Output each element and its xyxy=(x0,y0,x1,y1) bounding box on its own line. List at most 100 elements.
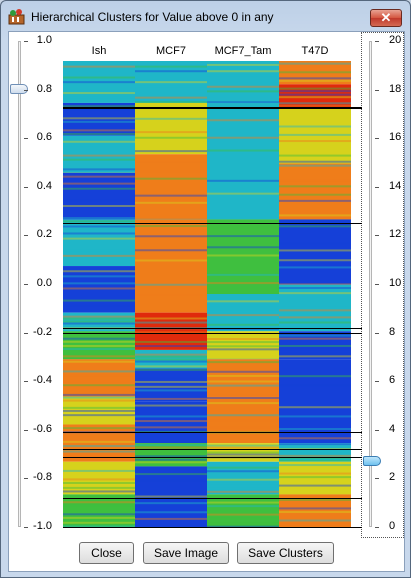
heatmap-band xyxy=(135,443,207,467)
heatmap-streak xyxy=(63,232,135,235)
heatmap-streak xyxy=(207,345,279,348)
heatmap-streak xyxy=(207,370,279,373)
cluster-count-tick-mark xyxy=(375,235,379,237)
heatmap-streak xyxy=(63,237,135,240)
heatmap-band xyxy=(135,349,207,369)
heatmap-streak xyxy=(207,63,279,66)
cluster-count-tick-mark xyxy=(375,381,379,383)
heatmap-streak xyxy=(207,304,279,307)
heatmap-streak xyxy=(135,426,207,429)
column-label-mcf7-tam: MCF7_Tam xyxy=(214,45,272,57)
heatmap-streak xyxy=(207,314,279,317)
heatmap-streak xyxy=(63,275,135,278)
close-window-button[interactable]: ✕ xyxy=(370,9,402,27)
heatmap-streak xyxy=(207,337,279,340)
heatmap-streak xyxy=(135,397,207,400)
cluster-boundary-line xyxy=(63,456,362,458)
heatmap-streak xyxy=(279,344,351,347)
heatmap-streak xyxy=(63,254,135,257)
heatmap-streak xyxy=(63,360,135,363)
heatmap-streak xyxy=(279,179,351,182)
close-button[interactable]: Close xyxy=(79,542,134,564)
heatmap-streak xyxy=(135,81,207,84)
heatmap-band xyxy=(63,396,135,425)
heatmap-streak xyxy=(207,458,279,461)
heatmap-streak xyxy=(135,112,207,115)
cluster-count-tick-label: 14 xyxy=(389,179,402,192)
heatmap-streak xyxy=(63,81,135,84)
cluster-count-tick-mark xyxy=(375,138,379,140)
heatmap-streak xyxy=(279,292,351,295)
heatmap-streak xyxy=(135,249,207,252)
heatmap-streak xyxy=(279,79,351,82)
heatmap-streak xyxy=(63,399,135,402)
heatmap-streak xyxy=(207,136,279,139)
threshold-slider-track[interactable] xyxy=(18,41,21,527)
column-label-mcf7: MCF7 xyxy=(156,45,186,57)
cluster-count-tick-mark xyxy=(375,429,379,431)
heatmap-streak xyxy=(279,498,351,501)
cluster-count-slider-track[interactable] xyxy=(369,41,372,527)
threshold-slider-thumb[interactable] xyxy=(10,84,28,94)
heatmap-streak xyxy=(279,443,351,446)
heatmap-streak xyxy=(63,469,135,472)
heatmap-streak xyxy=(135,101,207,104)
heatmap-band xyxy=(135,312,207,350)
heatmap-streak xyxy=(135,321,207,324)
cluster-count-slider-thumb[interactable] xyxy=(363,456,381,466)
heatmap-band xyxy=(279,61,351,85)
heatmap-band xyxy=(207,61,279,103)
heatmap-streak xyxy=(207,361,279,364)
heatmap-streak xyxy=(63,199,135,202)
heatmap-streak xyxy=(279,304,351,307)
heatmap-streak xyxy=(279,249,351,252)
heatmap-streak xyxy=(63,158,135,161)
heatmap-streak xyxy=(135,65,207,68)
save-image-button[interactable]: Save Image xyxy=(143,542,229,564)
heatmap-streak xyxy=(279,96,351,99)
heatmap-streak xyxy=(207,119,279,122)
heatmap-streak xyxy=(279,283,351,286)
threshold-tick-mark xyxy=(24,41,28,42)
heatmap-streak xyxy=(207,478,279,481)
heatmap-band xyxy=(207,102,279,220)
heatmap-streak xyxy=(135,365,207,368)
heatmap-streak xyxy=(135,235,207,238)
heatmap-streak xyxy=(207,466,279,469)
heatmap-streak xyxy=(207,179,279,182)
heatmap-streak xyxy=(63,108,135,111)
heatmap-band xyxy=(279,494,351,527)
heatmap-band xyxy=(135,368,207,402)
cluster-count-tick-mark xyxy=(375,527,379,528)
heatmap-streak xyxy=(279,193,351,196)
cluster-count-tick-label: 6 xyxy=(389,374,396,387)
heatmap-streak xyxy=(135,96,207,99)
heatmap-streak xyxy=(207,192,279,195)
heatmap-streak xyxy=(63,427,135,430)
heatmap-streak xyxy=(135,150,207,153)
heatmap-band xyxy=(207,494,279,527)
heatmap-streak xyxy=(63,96,135,99)
heatmap-streak xyxy=(207,74,279,77)
heatmap-streak xyxy=(63,175,135,178)
heatmap-streak xyxy=(63,504,135,507)
heatmap-streak xyxy=(279,523,351,526)
heatmap-streak xyxy=(63,320,135,323)
heatmap-streak xyxy=(279,140,351,143)
heatmap-streak xyxy=(279,321,351,324)
heatmap-streak xyxy=(279,214,351,217)
save-clusters-button[interactable]: Save Clusters xyxy=(237,542,334,564)
heatmap-streak xyxy=(63,340,135,343)
heatmap-streak xyxy=(63,370,135,373)
heatmap-band xyxy=(135,61,207,103)
heatmap-streak xyxy=(279,355,351,358)
heatmap-streak xyxy=(135,367,207,370)
heatmap-streak xyxy=(279,259,351,262)
heatmap-streak xyxy=(279,334,351,337)
heatmap-streak xyxy=(63,406,135,409)
heatmap-streak xyxy=(135,177,207,180)
threshold-tick-label: 1.0 xyxy=(36,34,52,46)
heatmap-band xyxy=(63,135,135,173)
heatmap-streak xyxy=(279,507,351,510)
